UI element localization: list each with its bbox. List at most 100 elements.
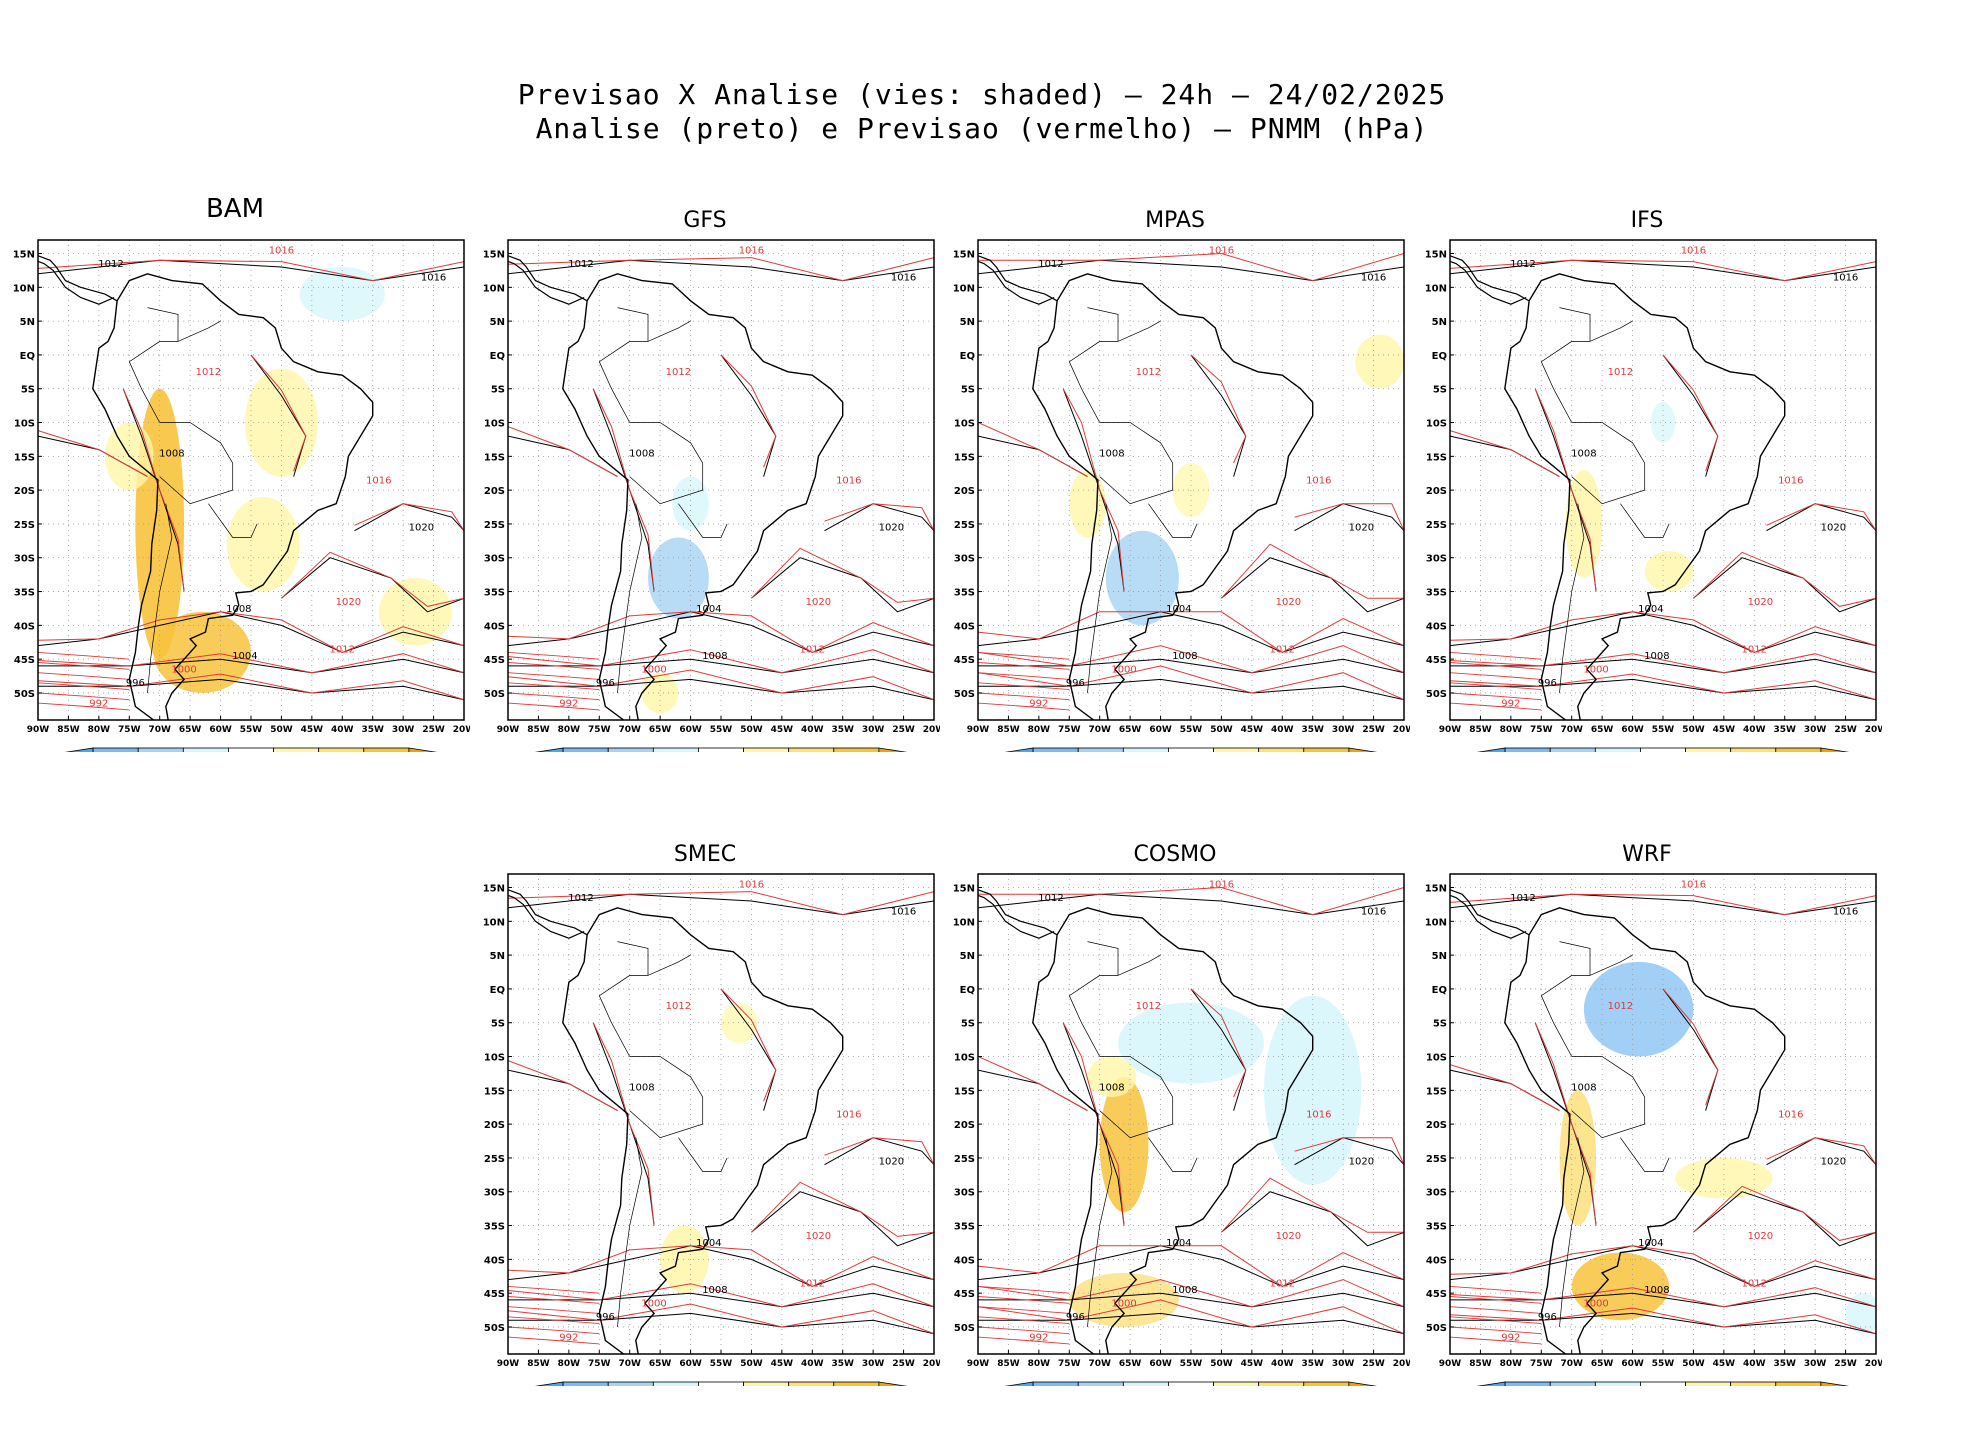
lon-tick-label: 55W (710, 1359, 733, 1369)
isobar-line (592, 388, 655, 592)
isobar-line (824, 1137, 934, 1166)
contour-label: 1004 (1166, 1238, 1191, 1249)
isobar-line (38, 702, 130, 711)
isobar-line (1662, 988, 1719, 1111)
lon-tick-label: 50W (270, 725, 293, 735)
bias-shade (1355, 334, 1404, 389)
lat-tick-label: EQ (1432, 985, 1447, 996)
isobar-line (1450, 1326, 1542, 1335)
isobar-line (1450, 692, 1542, 701)
colorbar-swatch (743, 1381, 790, 1397)
lon-tick-label: 45W (1241, 725, 1264, 735)
contour-label: 1016 (1306, 475, 1331, 486)
central-america-outline (1450, 260, 1527, 305)
lon-tick-label: 35W (361, 725, 384, 735)
lat-tick-label: 5N (960, 951, 975, 962)
lon-tick-label: 60W (679, 725, 702, 735)
bias-shade (1845, 1293, 1876, 1334)
country-border (147, 503, 173, 694)
bias-shade (721, 1002, 758, 1044)
contour-label: 1008 (1644, 1285, 1669, 1296)
contour-label: 1012 (1510, 893, 1535, 904)
lon-tick-label: 20W (923, 725, 940, 735)
contour-label: 1016 (1209, 246, 1234, 257)
colorbar-swatch (1303, 747, 1350, 763)
lon-tick-label: 20W (453, 725, 470, 735)
colorbar-swatch (1730, 1381, 1777, 1397)
colorbar-arrow-right (1348, 1381, 1395, 1397)
isobar-line (508, 1326, 600, 1335)
lon-tick-label: 65W (1119, 1359, 1142, 1369)
isobar-line (508, 435, 618, 478)
isobar-line (751, 547, 934, 603)
lat-tick-label: 20S (484, 1120, 505, 1131)
contour-label: 1008 (1644, 651, 1669, 662)
isobar-line (1450, 1336, 1542, 1345)
isobar-line (1766, 503, 1876, 531)
country-border (1148, 503, 1198, 538)
isobar-line (508, 1316, 600, 1325)
lon-tick-label: 75W (1530, 725, 1553, 735)
map-area: 1012 1016 1016 1012 1008 1016 1020 1020 1004 1012… (978, 874, 1404, 1354)
isobar-line (508, 651, 600, 660)
contour-label: 1016 (1681, 880, 1706, 891)
isobar-line (720, 988, 777, 1102)
colorbar: −4−3−2−11234 (987, 1381, 1395, 1413)
colorbar-arrow-left (1459, 747, 1506, 763)
isobar-line (978, 682, 1070, 691)
lat-tick-label: 10N (1425, 283, 1447, 294)
lat-tick-label: 5N (1432, 951, 1447, 962)
isobar-line (978, 1279, 1404, 1308)
country-border (617, 941, 649, 976)
isobar-line (1450, 1287, 1876, 1308)
lat-tick-label: 35S (954, 1222, 975, 1233)
country-border (1540, 954, 1633, 1057)
contour-label: 1020 (879, 1157, 904, 1168)
country-border (1087, 307, 1119, 342)
contour-label: 992 (1029, 1332, 1048, 1343)
lat-tick-label: 50S (484, 1323, 505, 1334)
lat-tick-label: EQ (1432, 351, 1447, 362)
colorbar-swatch (562, 747, 609, 763)
isobar-line (978, 611, 1404, 653)
south-america-outline (92, 273, 374, 720)
colorbar-swatch (743, 747, 790, 763)
bias-shade (672, 476, 709, 531)
contour-label: 1000 (1583, 1299, 1608, 1310)
contour-label: 992 (89, 698, 108, 709)
lat-tick-label: 35S (1426, 1222, 1447, 1233)
panel-smec: SMEC 1012 1016 1016 1012 1008 1016 1020 1020 100… (470, 826, 946, 1413)
isobar-line (978, 1312, 1404, 1335)
country-border (1540, 320, 1633, 423)
isobar-line (1662, 988, 1719, 1106)
lon-tick-label: 55W (1652, 725, 1675, 735)
colorbar-arrow-right (1820, 747, 1867, 763)
isobar-line (1450, 611, 1876, 653)
lat-tick-label: 5S (1433, 1019, 1447, 1030)
lon-tick-label: 50W (1682, 725, 1705, 735)
lon-tick-label: 65W (649, 725, 672, 735)
lon-tick-label: 35W (831, 725, 854, 735)
isobar-line (1662, 354, 1719, 477)
isobar-line (508, 1336, 600, 1345)
isobar-line (508, 1312, 934, 1335)
country-border (147, 307, 179, 342)
contour-label: 1008 (1571, 1082, 1596, 1093)
lon-tick-label: 45W (1713, 1359, 1736, 1369)
map-smec: 1012 1016 1016 1012 1008 1016 1020 1020 1004 1012… (483, 873, 945, 1413)
lon-tick-label: 75W (588, 1359, 611, 1369)
lat-tick-label: 35S (954, 588, 975, 599)
isobar-line (1221, 1177, 1404, 1233)
country-border (1087, 503, 1113, 694)
lon-tick-label: 40W (1743, 1359, 1766, 1369)
lon-tick-label: 35W (1301, 725, 1324, 735)
isobar-line (38, 678, 464, 701)
panel-gfs: GFS 1012 1016 1016 1012 1008 1016 1020 1020 1004… (470, 192, 946, 779)
isobar-line (508, 891, 934, 916)
isobar-line (508, 893, 934, 916)
lat-tick-label: 40S (1426, 621, 1447, 632)
contour-label: 1012 (1742, 1278, 1767, 1289)
panel-title: GFS (683, 208, 727, 233)
lon-tick-label: 55W (710, 725, 733, 735)
bias-shade (226, 496, 300, 592)
